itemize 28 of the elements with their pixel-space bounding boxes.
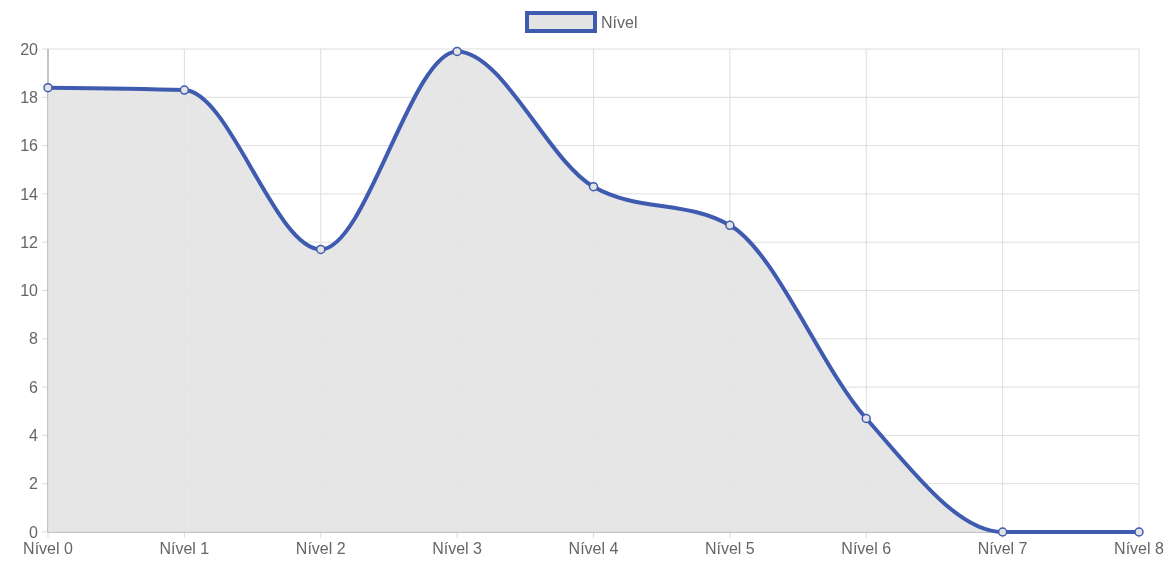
point — [861, 413, 871, 424]
x-tick-label: Nível 5 — [704, 540, 755, 557]
x-tick-label: Nível 1 — [159, 540, 210, 557]
point — [179, 85, 190, 95]
x-tick-label: Nível 6 — [841, 540, 892, 557]
y-tick-label: 14 — [20, 185, 39, 203]
y-tick-label: 20 — [20, 40, 39, 58]
point — [725, 220, 735, 231]
y-tick-label: 16 — [20, 137, 39, 155]
x-tick-label: Nível 3 — [432, 540, 483, 557]
x-tick-label: Nível 8 — [1114, 540, 1164, 557]
y-tick-label: 2 — [29, 475, 39, 493]
point — [588, 181, 599, 192]
x-tick-label: Nível 0 — [23, 540, 73, 557]
y-tick-label: 8 — [29, 330, 39, 348]
x-tick-label: Nível 4 — [568, 540, 619, 557]
legend-label: Nível — [601, 13, 638, 31]
x-tick-label: Nível 2 — [295, 540, 346, 557]
y-tick-label: 6 — [29, 378, 39, 396]
point — [452, 46, 462, 57]
y-tick-label: 18 — [20, 88, 39, 106]
x-tick-label: Nível 7 — [977, 540, 1028, 557]
y-tick-label: 0 — [29, 523, 39, 541]
y-tick-label: 12 — [20, 233, 39, 251]
point — [316, 244, 326, 255]
point — [43, 82, 53, 93]
y-tick-label: 4 — [29, 427, 39, 444]
y-tick-label: 10 — [20, 282, 39, 300]
